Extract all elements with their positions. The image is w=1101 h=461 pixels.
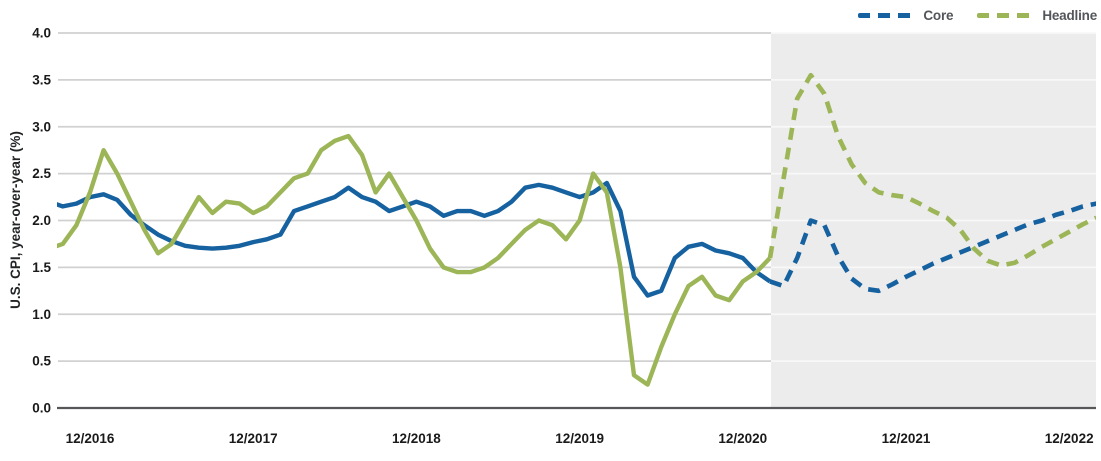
x-tick-label: 12/2017 <box>229 431 278 446</box>
y-tick-label: 4.0 <box>32 26 51 41</box>
y-tick-label: 0.0 <box>32 401 51 416</box>
x-tick-label: 12/2018 <box>392 431 441 446</box>
y-tick-label: 1.0 <box>32 307 51 322</box>
y-tick-label: 0.5 <box>32 354 51 369</box>
x-tick-label: 12/2020 <box>718 431 767 446</box>
x-tick-label: 12/2021 <box>882 431 931 446</box>
core-series-forecast-line <box>769 201 1096 294</box>
legend-label-headline: Headline <box>1042 8 1097 23</box>
y-tick-label: 1.5 <box>32 260 51 275</box>
legend-item-core: Core <box>858 8 954 23</box>
core-dashed-line-swatch <box>858 13 917 18</box>
y-tick-label: 3.0 <box>32 119 51 134</box>
core-series-historical-line <box>57 180 772 298</box>
chart-legend: Core Headline <box>858 8 1097 23</box>
legend-item-headline: Headline <box>977 8 1097 23</box>
headline-series-historical-line <box>57 133 772 387</box>
headline-dashed-line-swatch <box>977 13 1036 18</box>
y-tick-label: 2.5 <box>32 166 51 181</box>
y-axis-title: U.S. CPI, year-over-year (%) <box>8 131 23 309</box>
series-group <box>57 72 1096 387</box>
x-tick-label: 12/2016 <box>66 431 115 446</box>
legend-label-core: Core <box>923 8 954 23</box>
x-tick-label: 12/2019 <box>555 431 604 446</box>
headline-series-forecast-line <box>767 72 1096 268</box>
x-tick-label: 12/2022 <box>1045 431 1094 446</box>
y-tick-label: 3.5 <box>32 72 51 87</box>
y-tick-label: 2.0 <box>32 213 51 228</box>
